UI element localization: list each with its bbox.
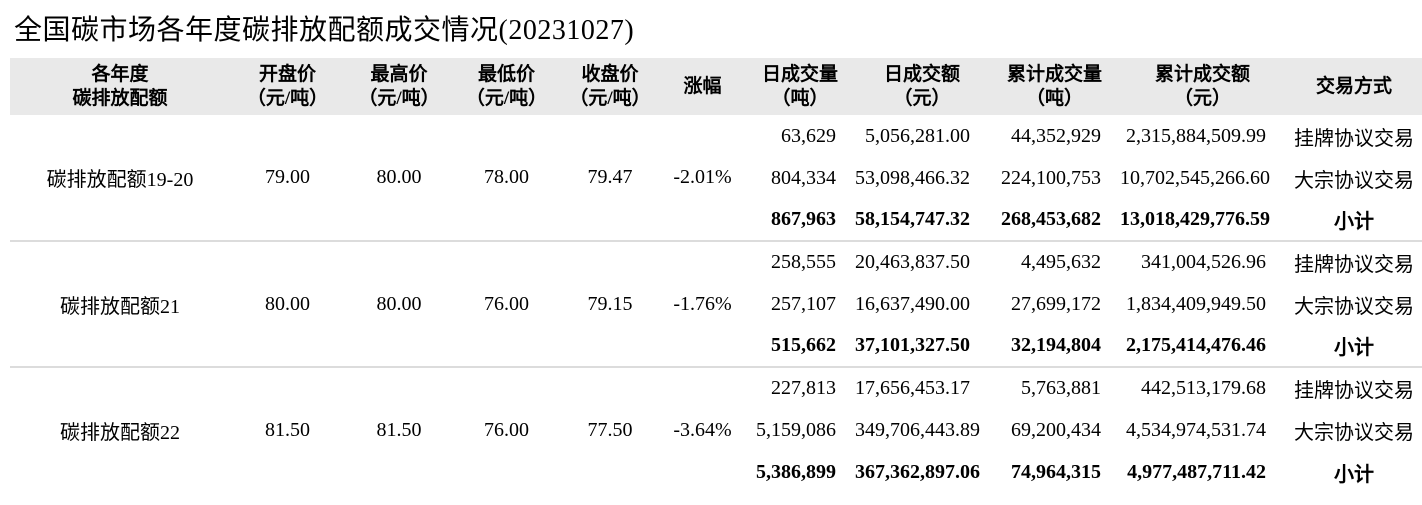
cell-cum-amount: 2,315,884,509.99 bbox=[1126, 124, 1266, 147]
cell-daily-volume: 63,629 bbox=[781, 124, 836, 147]
cell-trade-method: 小计 bbox=[1334, 463, 1374, 486]
cell-cum-amount: 1,834,409,949.50 bbox=[1126, 292, 1266, 315]
cell-change-percent: -1.76% bbox=[660, 240, 745, 367]
cell-trade-method: 小计 bbox=[1334, 337, 1374, 359]
column-header-close: 收盘价 （元/吨） bbox=[560, 58, 660, 115]
cell-cum-volume: 44,352,929 bbox=[1011, 124, 1101, 147]
table-row: 804,334 53,098,466.32 224,100,753 10,702,54… bbox=[10, 157, 1422, 199]
cell-change-percent: -3.64% bbox=[660, 366, 745, 493]
cell-close-price: 79.47 bbox=[587, 166, 633, 188]
cell-daily-amount: 20,463,837.50 bbox=[855, 240, 989, 283]
cell-year-label: 碳排放配额19-20 bbox=[46, 169, 194, 191]
column-header-low: 最低价 （元/吨） bbox=[453, 58, 560, 115]
column-header-cum-amount: 累计成交额 （元） bbox=[1120, 58, 1285, 115]
cell-low-price: 76.00 bbox=[453, 240, 560, 367]
column-header-change: 涨幅 bbox=[660, 58, 745, 115]
cell-daily-amount: 5,056,281.00 bbox=[865, 124, 970, 147]
cell-high-price: 80.00 bbox=[345, 240, 453, 367]
cell-cum-amount: 442,513,179.68 bbox=[1120, 366, 1285, 409]
cell-low-price: 76.00 bbox=[453, 366, 560, 493]
table-row: 515,662 37,101,327.50 32,194,804 2,175,414,… bbox=[10, 325, 1422, 367]
cell-daily-amount: 349,706,443.89 bbox=[855, 418, 980, 441]
cell-daily-volume: 515,662 bbox=[771, 334, 836, 356]
cell-daily-volume: 5,386,899 bbox=[756, 460, 836, 483]
cell-close-price: 79.15 bbox=[560, 240, 660, 367]
cell-daily-volume: 867,963 bbox=[771, 208, 836, 230]
table-row: 257,107 16,637,490.00 27,699,172 1,834,409,… bbox=[10, 283, 1422, 325]
cell-cum-amount: 10,702,545,266.60 bbox=[1120, 166, 1270, 189]
table-body: 碳排放配额19-20 79.00 80.00 78.00 79.47 -2.01% 63,6… bbox=[10, 115, 1422, 493]
carbon-market-table: 各年度 碳排放配额 开盘价 （元/吨） 最高价 （元/吨） 最低价 （元/吨） 收盘价 （元/吨）… bbox=[10, 58, 1422, 493]
page-title: 全国碳市场各年度碳排放配额成交情况(20231027) bbox=[14, 15, 635, 46]
column-header-year: 各年度 碳排放配额 bbox=[10, 58, 230, 115]
cell-daily-amount: 16,637,490.00 bbox=[855, 292, 970, 315]
cell-high-price: 80.00 bbox=[376, 166, 422, 188]
cell-cum-volume: 27,699,172 bbox=[1011, 292, 1101, 315]
header-row: 各年度 碳排放配额 开盘价 （元/吨） 最高价 （元/吨） 最低价 （元/吨） 收盘价 （元/吨）… bbox=[10, 58, 1422, 115]
column-header-high: 最高价 （元/吨） bbox=[345, 58, 453, 115]
cell-cum-volume: 224,100,753 bbox=[1001, 166, 1101, 189]
cell-cum-amount: 13,018,429,776.59 bbox=[1120, 208, 1270, 230]
column-header-cum-volume: 累计成交量 （吨） bbox=[989, 58, 1120, 115]
cell-cum-amount: 4,534,974,531.74 bbox=[1126, 418, 1266, 441]
cell-cum-amount: 2,175,414,476.46 bbox=[1126, 334, 1266, 356]
table-row: 5,386,899 367,362,897.06 74,964,315 4,977,4… bbox=[10, 451, 1422, 493]
cell-trade-method: 大宗协议交易 bbox=[1294, 169, 1414, 192]
column-header-open: 开盘价 （元/吨） bbox=[230, 58, 345, 115]
cell-year-label: 碳排放配额21 bbox=[10, 240, 230, 367]
table-row: 碳排放配额22 81.50 81.50 76.00 77.50 -3.64% 227,813… bbox=[10, 366, 1422, 493]
cell-cum-volume: 32,194,804 bbox=[1011, 334, 1101, 356]
cell-year-label: 碳排放配额22 bbox=[10, 366, 230, 493]
table-header: 各年度 碳排放配额 开盘价 （元/吨） 最高价 （元/吨） 最低价 （元/吨） 收盘价 （元/吨）… bbox=[10, 58, 1422, 115]
cell-cum-volume: 74,964,315 bbox=[1011, 460, 1101, 483]
cell-daily-volume: 804,334 bbox=[771, 166, 836, 189]
cell-cum-volume: 4,495,632 bbox=[989, 240, 1120, 283]
cell-open-price: 79.00 bbox=[265, 166, 310, 188]
cell-high-price: 81.50 bbox=[345, 366, 453, 493]
cell-daily-amount: 58,154,747.32 bbox=[855, 208, 970, 230]
cell-daily-amount: 53,098,466.32 bbox=[855, 166, 970, 189]
cell-cum-volume: 69,200,434 bbox=[1011, 418, 1101, 441]
cell-cum-amount: 341,004,526.96 bbox=[1120, 240, 1285, 283]
table-row: 867,963 58,154,747.32 268,453,682 13,018,42… bbox=[10, 199, 1422, 241]
column-header-daily-volume: 日成交量 （吨） bbox=[745, 58, 855, 115]
cell-cum-volume: 268,453,682 bbox=[1001, 208, 1101, 230]
cell-trade-method: 大宗协议交易 bbox=[1294, 295, 1414, 318]
page: 全国碳市场各年度碳排放配额成交情况(20231027) 各年度 碳排放配额 开盘价（… bbox=[10, 15, 1422, 493]
cell-trade-method: 挂牌协议交易 bbox=[1285, 240, 1422, 283]
cell-trade-method: 大宗协议交易 bbox=[1294, 421, 1414, 444]
cell-daily-amount: 37,101,327.50 bbox=[855, 334, 970, 356]
table-row: 5,159,086 349,706,443.89 69,200,434 4,534,9… bbox=[10, 409, 1422, 451]
table-row: 碳排放配额21 80.00 80.00 76.00 79.15 -1.76% 258,555… bbox=[10, 240, 1422, 367]
cell-trade-method: 挂牌协议交易 bbox=[1285, 366, 1422, 409]
cell-low-price: 78.00 bbox=[484, 166, 529, 188]
cell-daily-volume: 257,107 bbox=[771, 292, 836, 315]
column-header-method: 交易方式 bbox=[1285, 58, 1422, 115]
cell-close-price: 77.50 bbox=[560, 366, 660, 493]
cell-cum-amount: 4,977,487,711.42 bbox=[1127, 460, 1266, 483]
cell-daily-amount: 17,656,453.17 bbox=[855, 366, 989, 409]
cell-daily-volume: 258,555 bbox=[745, 240, 855, 283]
cell-change-percent: -2.01% bbox=[673, 166, 732, 188]
cell-daily-amount: 367,362,897.06 bbox=[855, 460, 980, 483]
cell-trade-method: 挂牌协议交易 bbox=[1294, 127, 1414, 150]
column-header-daily-amount: 日成交额 （元） bbox=[855, 58, 989, 115]
cell-daily-volume: 5,159,086 bbox=[756, 418, 836, 441]
cell-cum-volume: 5,763,881 bbox=[989, 366, 1120, 409]
cell-trade-method: 小计 bbox=[1334, 211, 1374, 233]
cell-open-price: 81.50 bbox=[230, 366, 345, 493]
cell-open-price: 80.00 bbox=[230, 240, 345, 367]
cell-daily-volume: 227,813 bbox=[745, 366, 855, 409]
table-row: 碳排放配额19-20 79.00 80.00 78.00 79.47 -2.01% 63,6… bbox=[10, 115, 1422, 192]
